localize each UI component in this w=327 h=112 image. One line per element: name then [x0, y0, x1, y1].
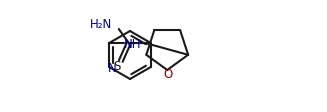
- Text: N: N: [108, 61, 117, 74]
- Text: S: S: [113, 60, 120, 73]
- Text: O: O: [164, 67, 173, 80]
- Text: NH: NH: [124, 37, 141, 50]
- Text: H₂N: H₂N: [90, 18, 112, 31]
